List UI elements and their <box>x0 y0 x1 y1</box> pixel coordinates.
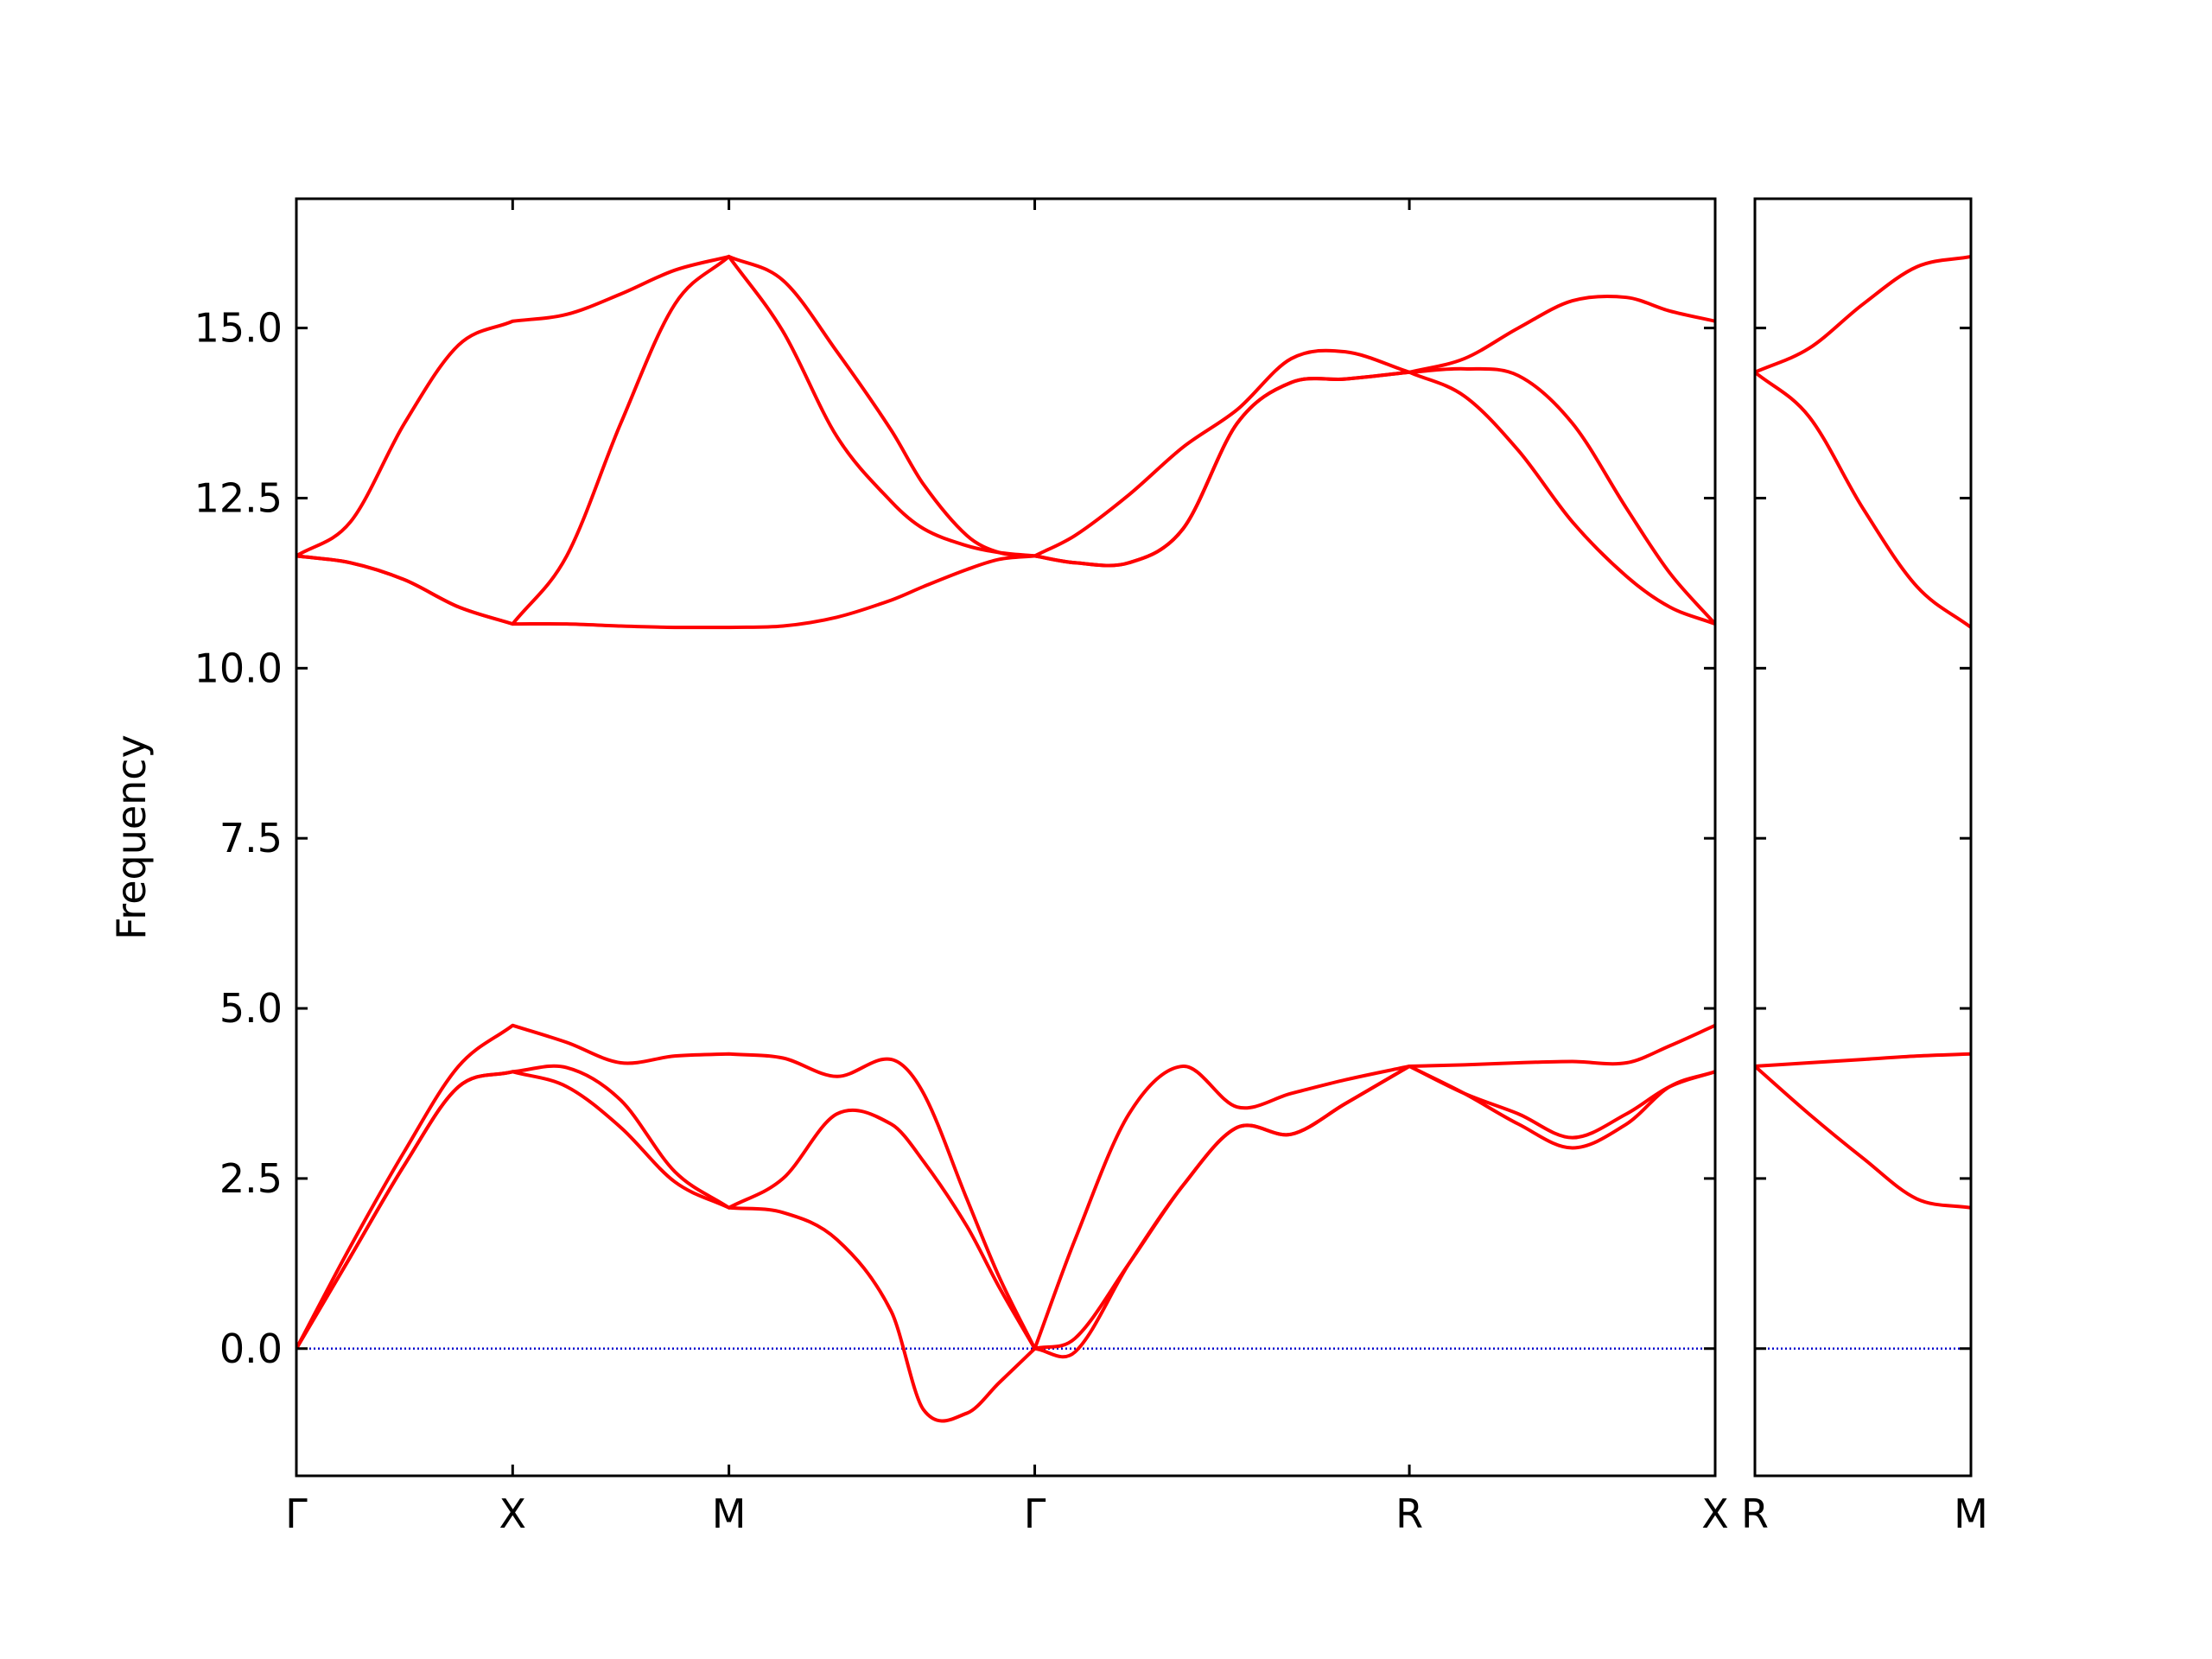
x-tick-label: X <box>1701 1491 1729 1537</box>
x-tick-label: X <box>499 1491 527 1537</box>
band-line <box>1755 1052 1971 1068</box>
x-tick-label: R <box>1741 1491 1769 1537</box>
y-tick-label: 12.5 <box>194 474 283 521</box>
y-tick-label: 0.0 <box>219 1325 283 1372</box>
x-tick-label: Γ <box>1024 1491 1046 1537</box>
band-line <box>296 1064 1715 1351</box>
y-tick-label: 7.5 <box>219 815 283 861</box>
y-tick-label: 5.0 <box>219 985 283 1032</box>
band-line <box>1755 371 1971 629</box>
band-line <box>296 254 1715 558</box>
band-line <box>296 254 1715 626</box>
band-line <box>1755 1065 1971 1210</box>
panel: 0.0 2.5 5.0 7.5 10.0 12.5 15.0 Γ X M Γ R X Frequency <box>108 197 1729 1537</box>
x-tick-label: M <box>1954 1491 1988 1537</box>
band-line <box>296 1023 1715 1351</box>
x-tick-label: R <box>1395 1491 1423 1537</box>
y-tick-label: 10.0 <box>194 645 283 691</box>
band-line <box>1755 254 1971 374</box>
y-axis-label: Frequency <box>108 734 155 940</box>
y-tick-label: 15.0 <box>194 305 283 352</box>
x-tick-label: M <box>712 1491 747 1537</box>
x-tick-label: Γ <box>285 1491 308 1537</box>
y-tick-label: 2.5 <box>219 1155 283 1202</box>
